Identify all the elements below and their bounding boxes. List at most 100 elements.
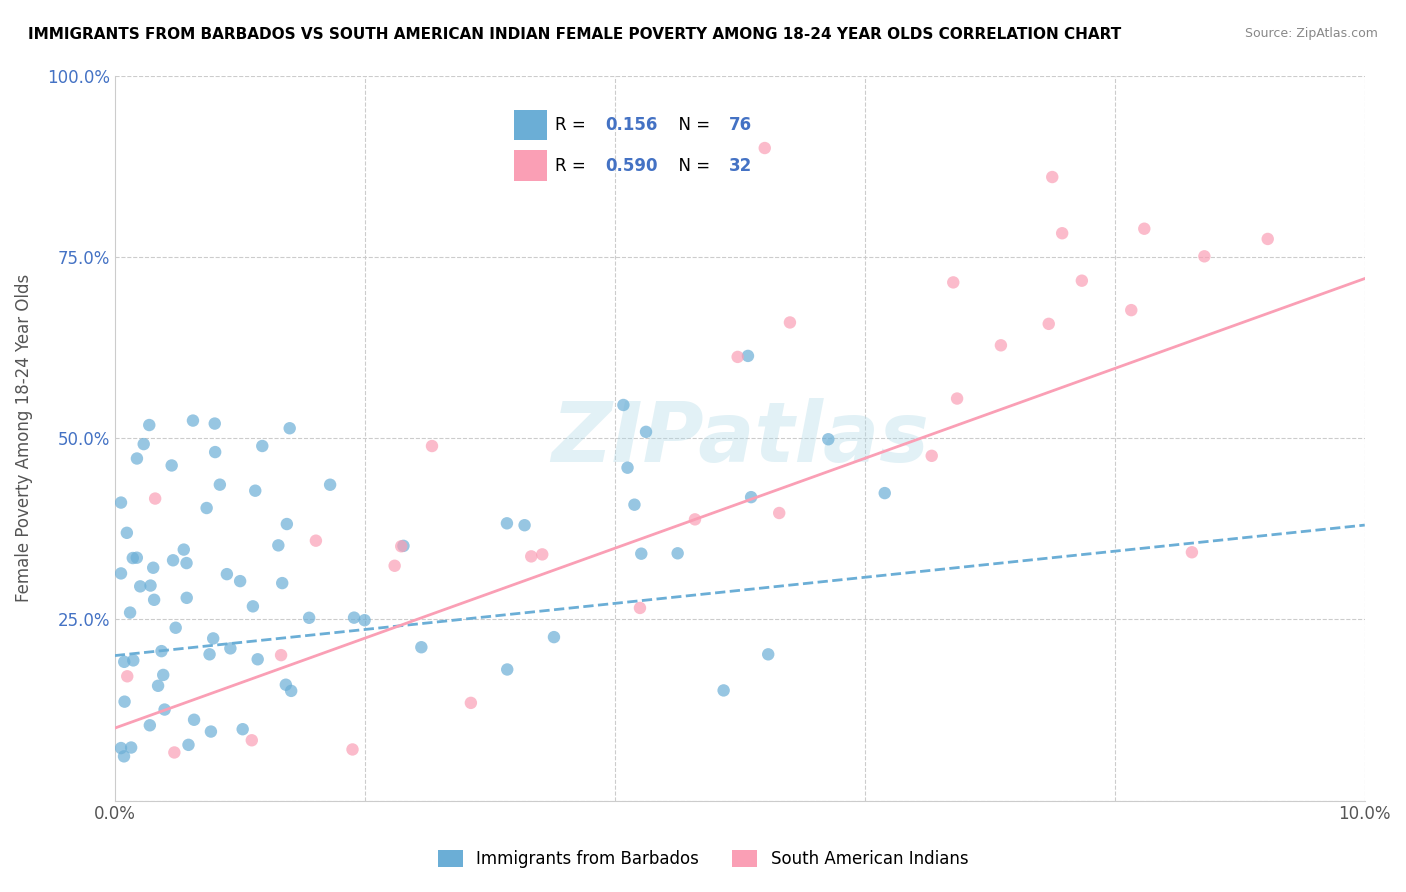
Point <box>110 495 132 509</box>
Point <box>139 578 162 592</box>
Point <box>280 684 302 698</box>
Point <box>520 549 543 564</box>
Point <box>389 539 412 553</box>
Point <box>623 498 645 512</box>
Point <box>112 749 135 764</box>
Point <box>202 632 225 646</box>
Point <box>181 413 204 427</box>
Point <box>420 439 443 453</box>
Point <box>138 418 160 433</box>
Point <box>125 550 148 565</box>
Point <box>946 392 969 406</box>
Point <box>219 641 242 656</box>
Point <box>319 477 342 491</box>
Point <box>496 663 519 677</box>
Point <box>630 547 652 561</box>
Point <box>208 477 231 491</box>
Point <box>628 601 651 615</box>
Point <box>146 679 169 693</box>
Point <box>176 591 198 605</box>
Y-axis label: Female Poverty Among 18-24 Year Olds: Female Poverty Among 18-24 Year Olds <box>15 274 32 602</box>
Point <box>245 483 267 498</box>
Point <box>242 599 264 614</box>
Point <box>115 525 138 540</box>
Point <box>165 621 187 635</box>
Point <box>125 451 148 466</box>
Point <box>200 724 222 739</box>
Point <box>384 558 406 573</box>
Point <box>232 722 254 736</box>
Point <box>873 486 896 500</box>
Point <box>160 458 183 473</box>
Point <box>252 439 274 453</box>
Point <box>353 613 375 627</box>
Point <box>132 437 155 451</box>
Point <box>150 644 173 658</box>
Point <box>740 490 762 504</box>
Point <box>117 669 139 683</box>
Point <box>142 560 165 574</box>
Point <box>120 740 142 755</box>
Point <box>120 606 142 620</box>
Point <box>278 421 301 435</box>
Point <box>112 655 135 669</box>
Point <box>342 742 364 756</box>
Point <box>271 576 294 591</box>
Point <box>139 718 162 732</box>
Text: ZIPatlas: ZIPatlas <box>551 398 929 479</box>
Point <box>666 546 689 560</box>
Point <box>121 551 143 566</box>
Point <box>727 350 749 364</box>
Point <box>1257 232 1279 246</box>
Point <box>177 738 200 752</box>
Point <box>817 432 839 446</box>
Point <box>1133 221 1156 235</box>
Point <box>114 695 136 709</box>
Point <box>531 548 554 562</box>
Point <box>683 512 706 526</box>
Point <box>274 678 297 692</box>
Point <box>153 702 176 716</box>
Point <box>754 141 776 155</box>
Point <box>143 491 166 506</box>
Point <box>163 746 186 760</box>
Point <box>612 398 634 412</box>
Point <box>215 567 238 582</box>
Point <box>229 574 252 588</box>
Point <box>1070 274 1092 288</box>
Point <box>1038 317 1060 331</box>
Point <box>921 449 943 463</box>
Point <box>110 741 132 756</box>
Point <box>195 501 218 516</box>
Point <box>246 652 269 666</box>
Point <box>768 506 790 520</box>
Point <box>267 538 290 552</box>
Point <box>129 579 152 593</box>
Point <box>1050 226 1073 240</box>
Point <box>513 518 536 533</box>
Point <box>411 640 433 655</box>
Legend: Immigrants from Barbados, South American Indians: Immigrants from Barbados, South American… <box>432 843 974 875</box>
Point <box>270 648 292 662</box>
Point <box>152 668 174 682</box>
Point <box>942 276 965 290</box>
Point <box>276 516 298 531</box>
Point <box>162 553 184 567</box>
Point <box>110 566 132 581</box>
Point <box>173 542 195 557</box>
Point <box>713 683 735 698</box>
Point <box>143 592 166 607</box>
Point <box>122 653 145 667</box>
Text: IMMIGRANTS FROM BARBADOS VS SOUTH AMERICAN INDIAN FEMALE POVERTY AMONG 18-24 YEA: IMMIGRANTS FROM BARBADOS VS SOUTH AMERIC… <box>28 27 1122 42</box>
Point <box>1121 303 1143 318</box>
Point <box>1194 249 1216 263</box>
Text: Source: ZipAtlas.com: Source: ZipAtlas.com <box>1244 27 1378 40</box>
Point <box>1181 545 1204 559</box>
Point <box>240 733 263 747</box>
Point <box>343 610 366 624</box>
Point <box>756 648 779 662</box>
Point <box>460 696 482 710</box>
Point <box>198 648 221 662</box>
Point <box>298 611 321 625</box>
Point <box>176 556 198 570</box>
